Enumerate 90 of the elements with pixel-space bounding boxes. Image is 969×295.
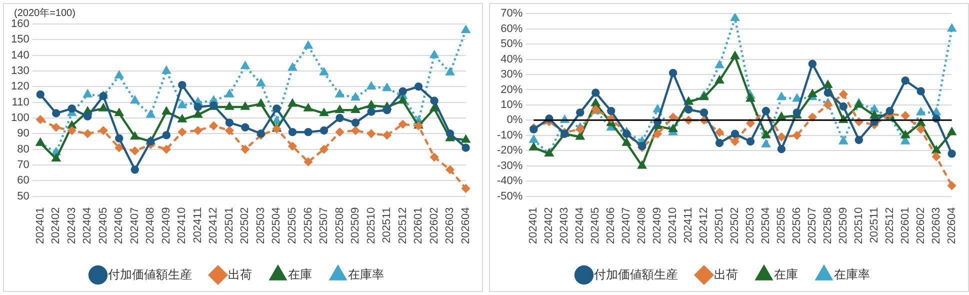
x-tick-label: 202602 <box>428 207 440 244</box>
x-tick-label: 202411 <box>682 207 695 244</box>
x-tick-label: 202506 <box>302 207 314 244</box>
y-tick-label: 20% <box>500 84 523 96</box>
x-tick-label: 202510 <box>365 207 378 244</box>
x-tick-label: 202504 <box>270 207 283 244</box>
legend-label: 付加価値額生産 <box>593 267 678 282</box>
x-tick-label: 202403 <box>558 207 571 244</box>
y-tick-label: 140 <box>10 49 30 62</box>
y-tick-label: 40% <box>500 53 523 66</box>
y-tick-label: 50 <box>17 190 30 202</box>
y-tick-label: -50% <box>496 190 523 202</box>
y-tick-label: 130 <box>10 65 30 78</box>
y-tick-label: 160 <box>10 18 30 30</box>
y-tick-label: 70% <box>500 8 523 20</box>
x-tick-label: 202503 <box>254 207 267 244</box>
x-tick-label: 202501 <box>714 207 726 244</box>
y-tick-label: -40% <box>496 175 523 188</box>
legend-label: 在庫率 <box>834 267 870 282</box>
x-tick-label: 202409 <box>160 207 172 244</box>
x-tick-label: 202505 <box>286 207 298 244</box>
x-tick-label: 202503 <box>744 207 757 244</box>
x-tick-label: 202405 <box>97 207 110 244</box>
y-tick-label: 80 <box>17 143 30 156</box>
x-tick-label: 202410 <box>667 207 680 244</box>
x-tick-label: 202404 <box>82 207 94 244</box>
y-tick-label: -10% <box>496 129 523 142</box>
x-tick-label: 202604 <box>946 207 958 244</box>
y-tick-label: 50% <box>500 38 523 50</box>
y-tick-label: 60% <box>500 22 523 35</box>
x-tick-label: 202410 <box>176 207 188 244</box>
y-tick-label: 120 <box>10 80 30 93</box>
y-tick-label: 110 <box>12 96 30 108</box>
x-tick-label: 202412 <box>698 207 710 244</box>
y-tick-label: 30% <box>500 68 523 81</box>
y-tick-label: 70 <box>17 159 30 171</box>
y-tick-label: 0% <box>506 114 523 126</box>
x-tick-label: 202603 <box>930 207 942 244</box>
x-tick-label: 202508 <box>334 207 346 244</box>
y-tick-label: 150 <box>10 34 30 46</box>
legend-label: 在庫率 <box>348 267 384 282</box>
x-tick-label: 202509 <box>350 207 362 244</box>
x-tick-label: 202402 <box>543 207 556 244</box>
y-tick-label: 60 <box>17 174 30 187</box>
x-tick-label: 202409 <box>652 207 664 244</box>
x-tick-label: 202506 <box>790 207 803 244</box>
legend-label: 出荷 <box>228 267 252 282</box>
x-tick-label: 202508 <box>822 207 834 244</box>
x-tick-label: 202510 <box>852 207 865 244</box>
y-tick-label: -30% <box>496 160 523 172</box>
x-tick-label: 202501 <box>223 207 236 244</box>
x-tick-label: 202604 <box>460 207 472 244</box>
x-tick-label: 202601 <box>899 207 912 244</box>
x-tick-label: 202507 <box>318 207 330 244</box>
x-tick-label: 202512 <box>396 207 409 244</box>
x-tick-label: 202504 <box>760 207 772 244</box>
x-tick-label: 202512 <box>884 207 896 244</box>
x-tick-label: 202602 <box>914 207 927 244</box>
x-tick-label: 202403 <box>66 207 78 244</box>
x-tick-label: 202407 <box>620 207 633 244</box>
text: (2020年=100) <box>14 6 76 19</box>
legend-label: 在庫 <box>774 267 798 282</box>
x-tick-label: 202406 <box>605 207 618 244</box>
x-tick-label: 202601 <box>412 207 425 244</box>
x-tick-label: 202408 <box>636 207 648 244</box>
x-tick-label: 202401 <box>528 207 540 244</box>
x-tick-label: 202509 <box>837 207 850 244</box>
x-tick-label: 202404 <box>574 207 586 244</box>
y-tick-label: 10% <box>500 98 523 111</box>
legend-label: 出荷 <box>714 267 738 282</box>
x-tick-label: 202412 <box>208 207 220 244</box>
x-tick-label: 202402 <box>50 207 62 244</box>
x-tick-label: 202502 <box>239 207 252 244</box>
x-tick-label: 202603 <box>444 207 456 244</box>
x-tick-label: 202511 <box>381 207 394 244</box>
x-tick-label: 202406 <box>113 207 126 244</box>
x-tick-label: 202411 <box>192 207 204 244</box>
y-tick-label: -20% <box>496 144 523 157</box>
x-tick-label: 202507 <box>806 207 818 244</box>
x-tick-label: 202401 <box>34 207 46 244</box>
x-tick-label: 202408 <box>144 207 157 244</box>
y-tick-label: 90 <box>17 128 30 140</box>
legend-label: 付加価値額生産 <box>107 267 192 282</box>
y-tick-label: 100 <box>10 112 30 124</box>
x-tick-label: 202405 <box>590 207 602 244</box>
x-tick-label: 202505 <box>775 207 788 244</box>
x-tick-label: 202511 <box>868 207 880 244</box>
x-tick-label: 202407 <box>128 207 141 244</box>
legend-label: 在庫 <box>288 267 312 282</box>
x-tick-label: 202502 <box>729 207 742 244</box>
